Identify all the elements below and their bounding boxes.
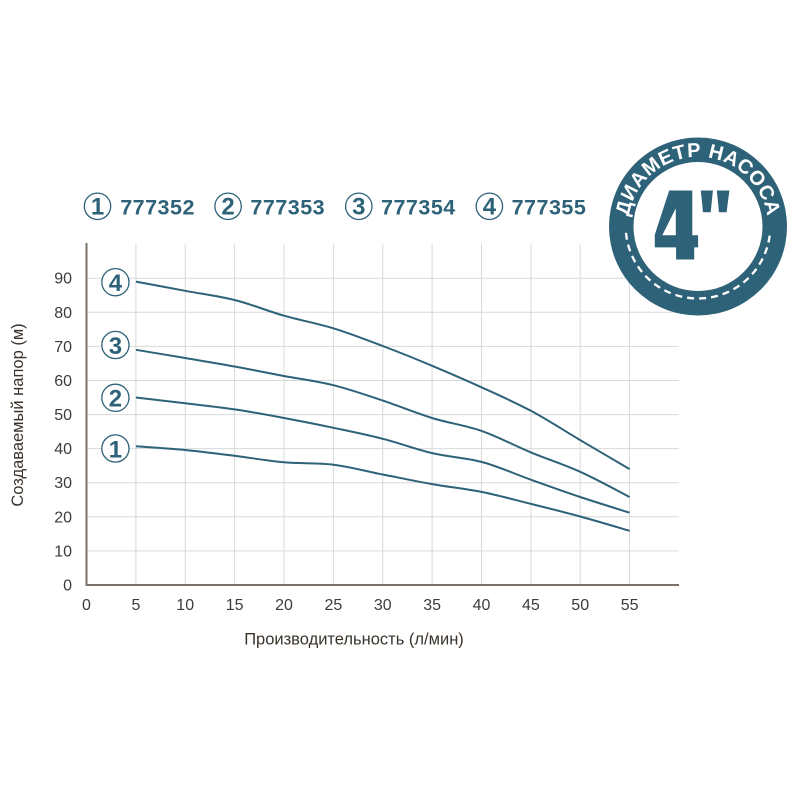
svg-text:4: 4	[109, 270, 123, 297]
svg-text:1: 1	[91, 193, 104, 220]
svg-text:Создаваемый напор (м): Создаваемый напор (м)	[9, 323, 27, 506]
svg-text:50: 50	[571, 597, 589, 614]
svg-text:30: 30	[54, 475, 72, 492]
svg-text:35: 35	[423, 597, 441, 614]
svg-text:3: 3	[109, 333, 122, 360]
svg-text:2: 2	[221, 193, 234, 220]
svg-text:1: 1	[109, 436, 122, 463]
svg-text:777352: 777352	[120, 195, 195, 219]
svg-text:5: 5	[131, 597, 140, 614]
svg-text:777354: 777354	[381, 195, 456, 219]
svg-text:90: 90	[54, 271, 72, 288]
svg-text:3: 3	[352, 193, 365, 220]
svg-text:4: 4	[483, 193, 497, 220]
svg-text:45: 45	[522, 597, 540, 614]
svg-text:20: 20	[54, 509, 72, 526]
svg-text:777353: 777353	[250, 195, 325, 219]
svg-text:60: 60	[54, 373, 72, 390]
svg-text:15: 15	[226, 597, 244, 614]
svg-text:20: 20	[275, 597, 293, 614]
svg-text:0: 0	[63, 578, 72, 595]
svg-text:10: 10	[176, 597, 194, 614]
svg-text:10: 10	[54, 543, 72, 560]
svg-text:50: 50	[54, 407, 72, 424]
svg-text:777355: 777355	[512, 195, 587, 219]
svg-text:70: 70	[54, 339, 72, 356]
svg-text:80: 80	[54, 305, 72, 322]
svg-text:55: 55	[621, 597, 639, 614]
svg-text:25: 25	[325, 597, 343, 614]
svg-text:40: 40	[54, 441, 72, 458]
svg-text:2: 2	[109, 386, 122, 413]
svg-text:30: 30	[374, 597, 392, 614]
svg-text:Производительность (л/мин): Производительность (л/мин)	[244, 631, 464, 649]
svg-text:40: 40	[473, 597, 491, 614]
svg-text:0: 0	[82, 597, 91, 614]
